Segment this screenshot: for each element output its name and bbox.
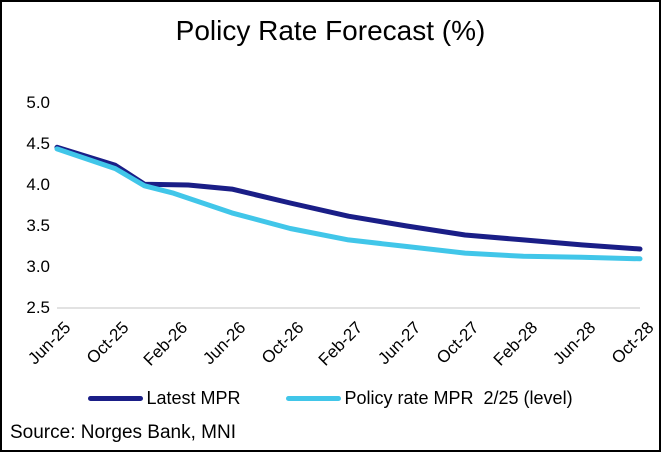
x-tick-label: Jun-25 xyxy=(24,318,75,369)
legend-line-swatch xyxy=(88,396,144,401)
legend-line-swatch xyxy=(286,396,342,401)
series-line-mpr-2-25 xyxy=(54,146,643,262)
y-tick-label: 3.5 xyxy=(26,216,50,235)
legend-item-latest-mpr: Latest MPR xyxy=(88,388,240,409)
x-tick-label: Oct-25 xyxy=(83,318,133,368)
y-tick-label: 4.5 xyxy=(26,134,50,153)
legend-label: Policy rate MPR 2/25 (level) xyxy=(344,388,573,408)
legend-label: Latest MPR xyxy=(146,388,241,408)
x-tick-label: Oct-26 xyxy=(258,318,308,368)
chart-legend: Latest MPR Policy rate MPR 2/25 (level) xyxy=(2,388,659,409)
x-tick-label: Jun-28 xyxy=(548,318,600,369)
legend-item-mpr-2-25: Policy rate MPR 2/25 (level) xyxy=(286,388,573,409)
x-tick-label: Feb-26 xyxy=(139,318,192,370)
x-tick-label: Oct-27 xyxy=(433,318,483,368)
line-chart-plot-area xyxy=(54,144,643,309)
y-tick-label: 5.0 xyxy=(26,93,50,112)
x-tick-label: Feb-28 xyxy=(489,318,541,370)
source-note: Source: Norges Bank, MNI xyxy=(10,422,236,443)
x-tick-label: Jun-26 xyxy=(199,318,250,369)
x-tick-label: Oct-28 xyxy=(607,318,658,368)
y-axis-labels: 5.0 4.5 4.0 3.5 3.0 2.5 xyxy=(2,2,57,450)
y-tick-label: 4.0 xyxy=(26,175,50,194)
y-tick-label: 3.0 xyxy=(26,257,50,276)
chart-title: Policy Rate Forecast (%) xyxy=(175,15,486,46)
x-tick-label: Feb-27 xyxy=(314,318,366,370)
y-tick-label: 2.5 xyxy=(26,298,50,317)
x-tick-label: Jun-27 xyxy=(374,318,425,369)
